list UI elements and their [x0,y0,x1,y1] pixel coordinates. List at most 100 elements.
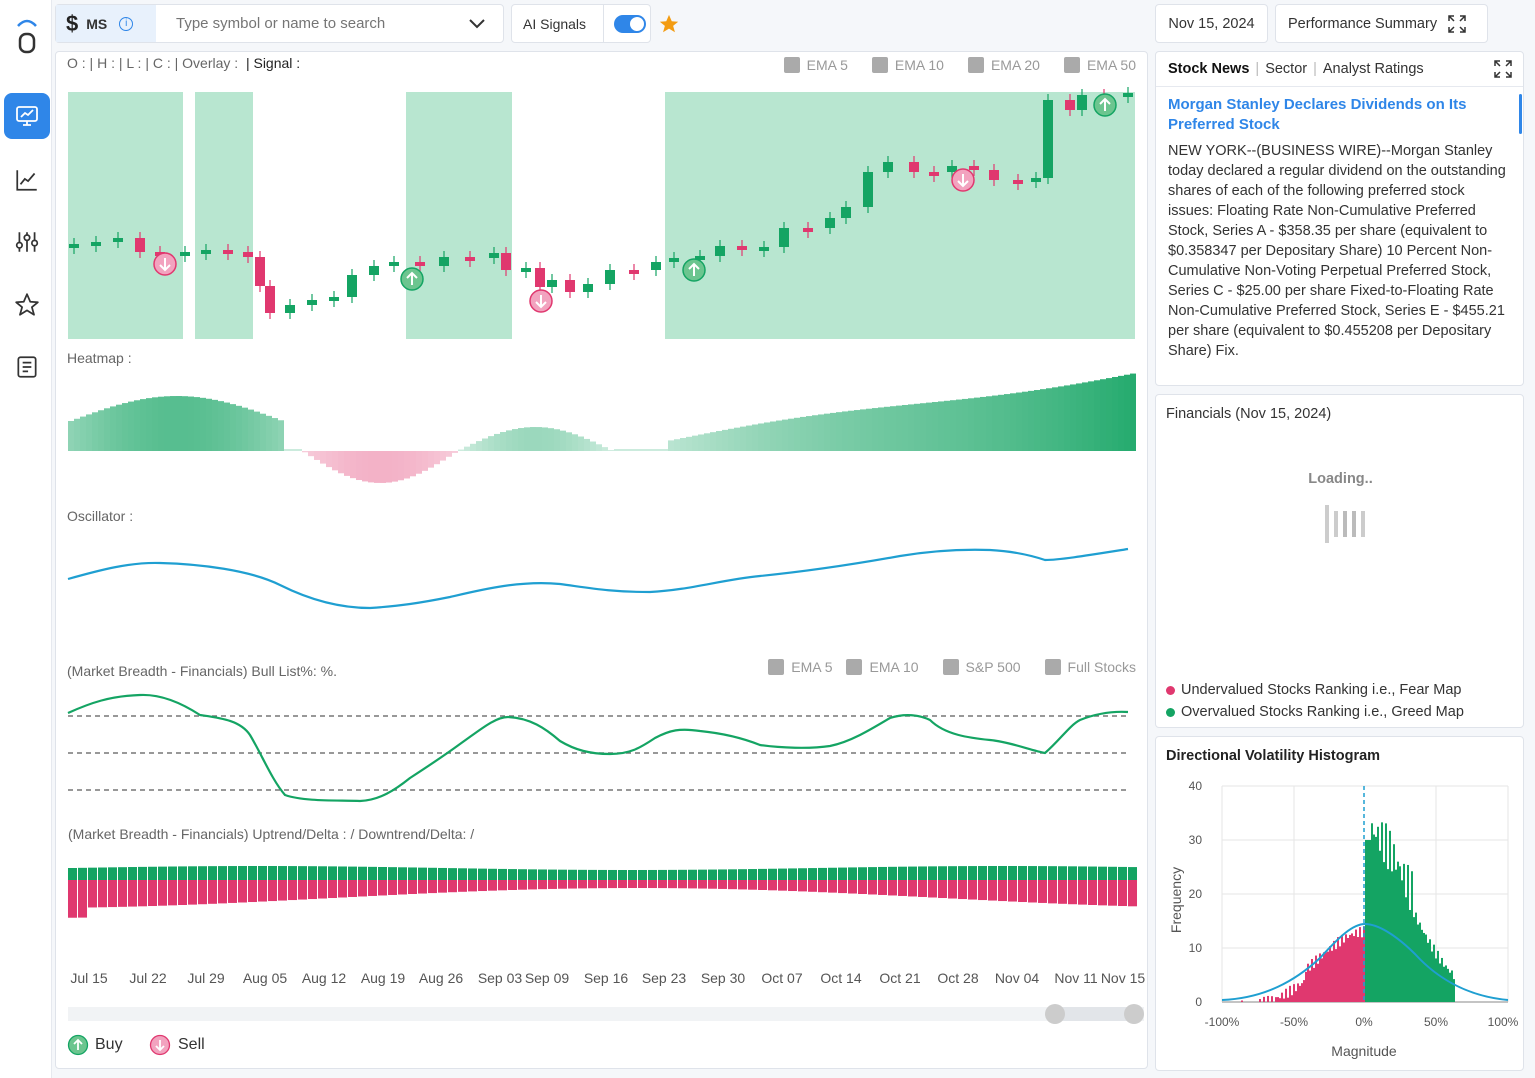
histogram-bar [1417,924,1419,1002]
tab-stock-news[interactable]: Stock News [1168,61,1250,77]
heatmap-bar [308,451,314,457]
uptrend-delta-bar [438,867,447,880]
downtrend-delta-bar [678,880,687,889]
expand-news-icon[interactable] [1493,59,1513,79]
heatmap-bar [1004,394,1010,451]
volatility-histogram[interactable]: 40 30 20 10 0 -100% -50% 0% 50% 100% Mag… [1155,736,1524,1071]
heatmap-bar [770,421,776,451]
chevron-down-icon[interactable] [468,18,486,30]
heatmap-bar [122,403,128,451]
heatmap-bar [218,401,224,451]
histogram-bar [1415,912,1417,1002]
legend-ema50[interactable]: EMA 50 [1063,57,1136,73]
search-input[interactable] [176,15,456,32]
tab-sector[interactable]: Sector [1265,61,1308,77]
downtrend-delta-bar [98,880,107,908]
uptrend-delta-bar [1018,866,1027,880]
range-scrollbar[interactable] [68,1007,1144,1021]
histogram-bar [1259,999,1261,1002]
tab-analyst-ratings[interactable]: Analyst Ratings [1322,61,1424,77]
buy-signal[interactable] [1093,93,1117,117]
heatmap-bar [806,416,812,451]
heatmap-bar [464,446,470,451]
heatmap-bar [764,422,770,451]
nav-trend[interactable] [4,157,50,203]
sell-signal[interactable] [529,289,553,313]
x-tick-label: Aug 12 [301,970,347,986]
news-headline[interactable]: Morgan Stanley Declares Dividends on Its… [1168,96,1467,133]
histogram-bar [1383,862,1385,1002]
downtrend-delta-bar [718,880,727,889]
uptrend-delta-bar [308,866,317,880]
sell-signal[interactable] [153,252,177,276]
downtrend-delta-bar [1058,880,1067,904]
histogram-bar [1347,937,1349,1002]
buy-signal[interactable] [400,267,424,291]
heatmap-bar [344,451,350,476]
price-chart[interactable] [0,0,1150,1078]
uptrend-delta-bar [888,866,897,880]
heatmap-bar [164,396,170,451]
downtrend-delta-bar [698,880,707,889]
heatmap-bar [614,449,620,451]
downtrend-delta-bar [1018,880,1027,903]
x-tick-label: Oct 14 [820,970,862,986]
app-logo[interactable] [12,14,42,58]
fear-map-legend[interactable]: Undervalued Stocks Ranking i.e., Fear Ma… [1166,682,1461,698]
date-picker[interactable]: Nov 15, 2024 [1155,4,1268,43]
heatmap-bar [302,451,308,453]
candle-body [583,284,593,292]
candle-body [803,228,813,232]
ai-signals-label: AI Signals [523,15,587,32]
heatmap-bar [68,421,74,451]
heatmap-bar [968,398,974,451]
nav-documents[interactable] [4,344,50,390]
uptrend-delta-bar [738,869,747,880]
uptrend-delta-bar [568,869,577,880]
downtrend-delta-bar [1098,880,1107,906]
legend-ema10[interactable]: EMA 10 [871,57,944,73]
candle-body [947,166,957,172]
favorite-star-icon[interactable] [658,13,680,35]
heatmap-bar [584,438,590,451]
news-panel: Stock News | Sector | Analyst Ratings Mo… [1155,51,1524,386]
heatmap-bar [326,451,332,468]
candle-body [329,297,339,301]
histogram-bar [1437,950,1439,1002]
legend-full-stocks[interactable]: Full Stocks [1044,659,1136,675]
histogram-bar [1445,965,1447,1002]
histogram-bar [1345,934,1347,1002]
nav-favorites[interactable] [4,282,50,328]
financials-title: Financials (Nov 15, 2024) [1166,406,1332,422]
sell-signal[interactable] [951,168,975,192]
legend-ema5[interactable]: EMA 5 [783,57,848,73]
downtrend-delta-bar [408,880,417,895]
news-scrollbar[interactable] [1519,94,1522,134]
legend-breadth-ema10[interactable]: EMA 10 [846,659,919,675]
buy-signal[interactable] [682,258,706,282]
breadth-legend: EMA 5 EMA 10 S&P 500 Full Stocks [744,659,1136,675]
histogram-bar [1299,985,1301,1002]
legend-ema20[interactable]: EMA 20 [967,57,1040,73]
symbol-badge[interactable]: $ MS i [56,5,156,42]
symbol-search-box[interactable]: $ MS i [55,4,504,43]
histogram-bar [1411,871,1413,1002]
range-handle-right[interactable] [1124,1004,1144,1024]
legend-breadth-ema5[interactable]: EMA 5 [768,659,832,675]
heatmap-bar [656,449,662,451]
info-icon[interactable]: i [119,16,134,31]
histogram-bar [1309,970,1311,1002]
heatmap-bar [962,398,968,451]
heatmap-bar [110,406,116,451]
performance-summary-button[interactable]: Performance Summary [1275,4,1488,43]
candle-body [841,207,851,218]
greed-map-legend[interactable]: Overvalued Stocks Ranking i.e., Greed Ma… [1166,704,1464,720]
heatmap-bar [392,451,398,482]
nav-chart-monitor[interactable] [4,93,50,139]
range-handle-left[interactable] [1045,1004,1065,1024]
legend-sp500[interactable]: S&P 500 [942,659,1021,675]
downtrend-delta-bar [808,880,817,892]
nav-sliders[interactable] [4,219,50,265]
ai-signals-toggle[interactable] [614,14,646,33]
heatmap-bar [554,429,560,451]
